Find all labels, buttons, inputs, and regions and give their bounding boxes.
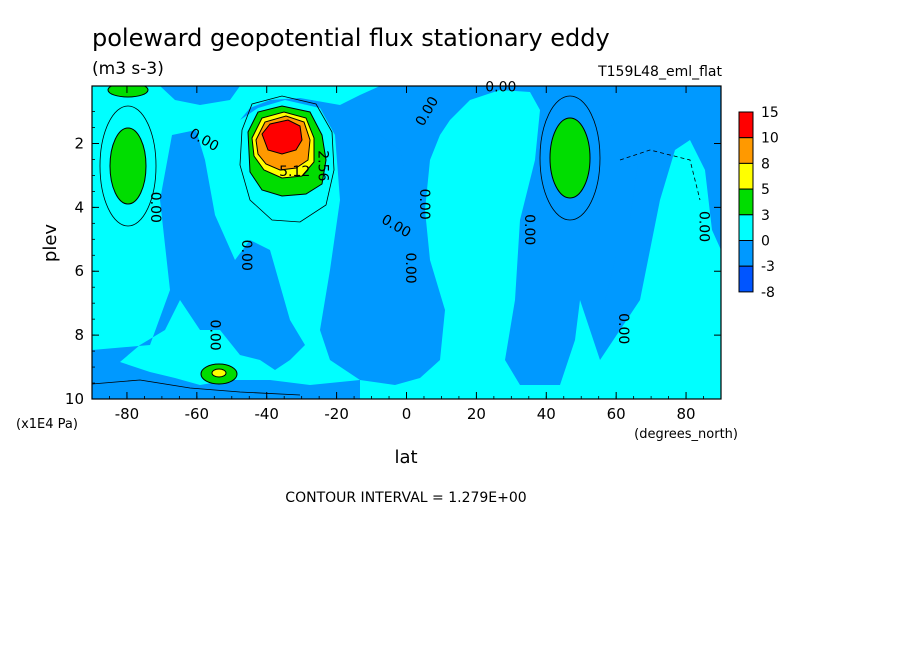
- x-axis-units: (degrees_north): [634, 427, 738, 442]
- colorbar-swatch: [738, 137, 754, 164]
- colorbar-label: 5: [761, 182, 770, 198]
- colorbar: 15 10 8 5 3 0 -3 -8: [738, 105, 779, 301]
- x-tick-label: 40: [537, 405, 556, 423]
- contour-label: 0.00: [521, 214, 537, 245]
- x-tick-label: -20: [324, 405, 349, 423]
- y-tick-label: 2: [74, 134, 84, 152]
- colorbar-swatch: [738, 188, 754, 216]
- chart-title: poleward geopotential flux stationary ed…: [92, 24, 610, 52]
- y-tick-label: 4: [74, 198, 84, 216]
- region-neg-np-right: [600, 120, 640, 300]
- x-tick-label: 60: [607, 405, 626, 423]
- colorbar-label: 8: [761, 156, 770, 172]
- x-axis: -80 -60 -40 -20 0 20 40 60 80: [91, 86, 722, 423]
- colorbar-swatch: [738, 240, 754, 267]
- colorbar-label: 15: [761, 105, 779, 121]
- contour-label: 0.00: [485, 80, 516, 96]
- region-neg-sh-west: [92, 130, 305, 370]
- colorbar-swatch: [738, 111, 754, 139]
- contour-lines: [92, 95, 701, 396]
- colorbar-label: -3: [761, 259, 775, 275]
- contour-labels: 0.00 0.00 0.00 0.00 5.12 2.56 0.00 0.00 0.00 0.00…: [147, 80, 712, 351]
- region-3-to-5-far-south: [109, 127, 147, 205]
- colorbar-label: 10: [761, 131, 779, 147]
- contour-label: 5.12: [279, 164, 310, 180]
- colorbar-swatch: [738, 265, 754, 293]
- colorbar-label: 3: [761, 208, 770, 224]
- x-tick-label: -80: [115, 405, 140, 423]
- region-neg-mid-patch: [345, 130, 405, 180]
- contour-label: 0.00: [238, 240, 254, 271]
- contour-label: 0.00: [206, 320, 222, 351]
- contour-label: 0.00: [402, 252, 418, 283]
- run-label: T159L48_eml_flat: [597, 64, 722, 80]
- x-tick-label: -40: [254, 405, 279, 423]
- contour-label: 0.00: [615, 313, 631, 344]
- y-tick-label: 10: [65, 390, 84, 408]
- colorbar-label: 0: [761, 234, 770, 250]
- contour-label: 0.00: [147, 192, 163, 223]
- contour-interval: CONTOUR INTERVAL = 1.279E+00: [285, 490, 526, 506]
- region-neg-sh-lower: [92, 362, 360, 399]
- contour-label: 0.00: [696, 211, 712, 242]
- x-tick-label: -60: [185, 405, 210, 423]
- colorbar-swatch: [738, 162, 754, 190]
- x-tick-label: 20: [467, 405, 486, 423]
- plot-area: [92, 86, 721, 399]
- region-5-to-8-lower: [211, 368, 227, 378]
- y-axis: 2 4 6 8 10: [65, 111, 721, 408]
- region-neg-sh-upper: [160, 86, 240, 105]
- chart-units: (m3 s-3): [92, 59, 164, 79]
- colorbar-swatch: [738, 214, 754, 242]
- y-axis-units: (x1E4 Pa): [16, 417, 78, 432]
- region-3-to-5-top-south: [107, 86, 149, 98]
- y-tick-label: 6: [74, 262, 84, 280]
- contour-label: 2.56: [315, 150, 331, 181]
- colorbar-label: -8: [761, 285, 775, 301]
- x-tick-label: 0: [402, 405, 412, 423]
- contour-label: 0.00: [416, 189, 432, 220]
- x-tick-label: 80: [677, 405, 696, 423]
- region-10-to-15: [261, 119, 303, 155]
- region-3-to-5-north: [549, 117, 591, 199]
- y-axis-label: plev: [40, 224, 61, 263]
- y-tick-label: 8: [74, 326, 84, 344]
- x-axis-label: lat: [394, 447, 417, 468]
